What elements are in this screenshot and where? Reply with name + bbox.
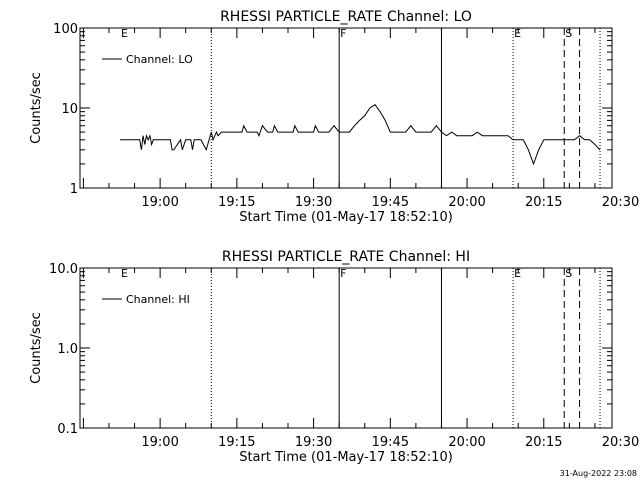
y-tick-label: 10 (61, 102, 78, 117)
event-marker-label: E (121, 267, 128, 280)
event-marker-label: E (514, 27, 521, 40)
x-tick-label: 19:00 (141, 195, 178, 210)
x-tick-label: 19:45 (372, 195, 409, 210)
event-marker-label: E (121, 27, 128, 40)
y-tick-label: 1.0 (57, 342, 78, 357)
event-marker-label: S (565, 27, 572, 40)
x-axis-label: Start Time (01-May-17 18:52:10) (239, 210, 453, 225)
x-tick-label: 20:15 (525, 435, 562, 450)
y-axis-label: Counts/sec (29, 72, 44, 144)
x-tick-label: 19:30 (295, 195, 332, 210)
legend-label: Channel: HI (126, 293, 190, 306)
chart-title: RHESSI PARTICLE_RATE Channel: HI (222, 249, 470, 265)
event-marker-label: F (340, 267, 346, 280)
y-tick-label: 100 (53, 22, 78, 37)
x-tick-label: 20:30 (602, 195, 639, 210)
panel-1: RHESSI PARTICLE_RATE Channel: LO 1 10 100 Co… (29, 9, 639, 225)
x-tick-label: 20:30 (602, 435, 639, 450)
x-tick-label: 19:00 (141, 435, 178, 450)
y-tick-label: 10.0 (49, 262, 78, 277)
y-tick-label: 1 (70, 182, 78, 197)
event-marker-label: E (514, 267, 521, 280)
x-tick-label: 19:30 (295, 435, 332, 450)
x-tick-label: 20:15 (525, 195, 562, 210)
x-tick-label: 20:00 (448, 435, 485, 450)
y-axis-label: Counts/sec (29, 312, 44, 384)
series-line (120, 104, 601, 166)
x-tick-label: 19:15 (218, 435, 255, 450)
event-marker-label: F (340, 27, 346, 40)
x-tick-label: 19:15 (218, 195, 255, 210)
legend-label: Channel: LO (126, 53, 193, 66)
y-tick-label: 0.1 (57, 422, 78, 437)
x-tick-label: 20:00 (448, 195, 485, 210)
event-marker-label: S (565, 267, 572, 280)
x-axis-label: Start Time (01-May-17 18:52:10) (239, 450, 453, 465)
x-tick-label: 19:45 (372, 435, 409, 450)
chart-title: RHESSI PARTICLE_RATE Channel: LO (220, 9, 472, 25)
plot-frame (79, 27, 613, 189)
panel-2: RHESSI PARTICLE_RATE Channel: HI 0.1 1.0 10… (29, 249, 639, 465)
plot-frame (79, 267, 613, 429)
